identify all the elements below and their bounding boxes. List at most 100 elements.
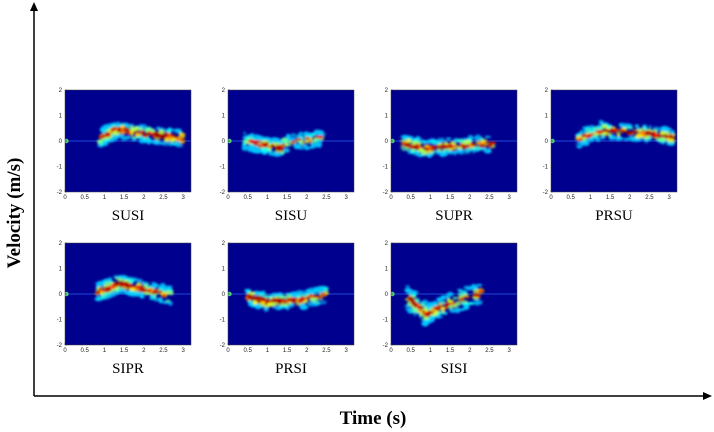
signal-layer — [228, 285, 354, 312]
energy-point — [453, 304, 458, 308]
energy-point — [162, 141, 170, 146]
energy-point — [414, 150, 419, 155]
energy-point — [106, 294, 113, 299]
energy-peak — [282, 301, 288, 304]
x-tick-label: 2 — [305, 195, 309, 201]
energy-point — [607, 124, 613, 129]
energy-peak — [619, 129, 625, 132]
energy-peak — [124, 129, 128, 132]
energy-peak — [291, 140, 295, 144]
segment-2 — [422, 297, 446, 324]
energy-point — [668, 138, 676, 142]
energy-point — [266, 295, 272, 298]
panel-axes: 210-1-20 0.5 1 1.5 2 2.5 3 — [383, 88, 518, 201]
energy-peak — [307, 140, 312, 144]
energy-point — [451, 142, 457, 146]
energy-point — [410, 290, 419, 295]
energy-peak — [105, 288, 109, 292]
y-tick-label: -1 — [220, 318, 226, 324]
energy-point — [276, 293, 283, 296]
energy-point — [285, 306, 290, 310]
segment-1 — [399, 134, 430, 158]
energy-point — [429, 304, 434, 308]
energy-point — [471, 148, 476, 154]
energy-peak — [659, 134, 665, 138]
panel-axes: 210-1-20 0.5 1 1.5 2 2.5 3 — [57, 88, 192, 201]
energy-peak — [125, 285, 129, 288]
y-tick-label: 1 — [59, 267, 63, 273]
energy-peak — [279, 146, 285, 149]
x-tick-label: 0.5 — [244, 195, 253, 201]
panel-axes: 210-1-20 0.5 1 1.5 2 2.5 3 — [220, 241, 355, 354]
energy-peak — [256, 296, 262, 299]
energy-point — [255, 137, 259, 141]
energy-point — [270, 302, 278, 307]
energy-point — [158, 298, 163, 303]
energy-point — [628, 135, 634, 141]
energy-point — [242, 147, 250, 152]
energy-point — [146, 292, 153, 295]
energy-point — [413, 314, 417, 316]
energy-point — [316, 143, 322, 149]
energy-point — [151, 281, 155, 286]
energy-point — [411, 307, 415, 311]
energy-point — [430, 140, 436, 145]
energy-point — [615, 136, 624, 140]
x-tick-label: 1.5 — [446, 195, 455, 201]
energy-point — [450, 302, 457, 305]
energy-peak — [262, 297, 266, 300]
energy-point — [297, 294, 301, 298]
y-tick-label: 0 — [385, 292, 389, 298]
energy-point — [427, 140, 432, 144]
energy-point — [460, 290, 467, 294]
energy-point — [636, 129, 640, 132]
energy-point — [279, 295, 286, 299]
energy-point — [405, 285, 410, 288]
energy-peak — [626, 131, 631, 134]
segment-3 — [296, 285, 329, 310]
energy-peak — [98, 287, 102, 291]
energy-point — [144, 137, 149, 141]
energy-peak — [116, 129, 122, 133]
segment-2 — [112, 121, 154, 145]
energy-point — [268, 151, 272, 157]
energy-point — [585, 137, 593, 141]
energy-point — [475, 148, 479, 152]
x-tick-label: 0.5 — [244, 348, 253, 354]
energy-peak — [305, 137, 311, 140]
energy-point — [600, 124, 609, 129]
energy-point — [453, 150, 457, 156]
y-axis-label: Velocity (m/s) — [4, 158, 25, 269]
x-tick-label: 2.5 — [159, 195, 168, 201]
energy-point — [457, 288, 463, 292]
energy-point — [478, 283, 482, 287]
energy-peak — [651, 135, 655, 138]
energy-point — [121, 289, 126, 294]
energy-peak — [430, 145, 434, 148]
energy-peak — [250, 297, 254, 301]
energy-point — [443, 311, 448, 315]
segment-3 — [148, 126, 186, 148]
energy-point — [132, 139, 137, 141]
energy-point — [623, 137, 630, 141]
energy-point — [445, 137, 452, 141]
energy-point — [608, 136, 616, 141]
energy-point — [463, 285, 472, 290]
energy-peak — [490, 142, 496, 145]
energy-peak — [270, 144, 275, 148]
energy-point — [157, 129, 165, 134]
energy-point — [316, 302, 322, 305]
energy-point — [473, 299, 480, 302]
panel-label: PRSU — [595, 208, 633, 224]
x-tick-label: 2 — [468, 348, 472, 354]
signal-layer — [228, 129, 354, 157]
energy-point — [406, 288, 413, 295]
y-tick-label: -2 — [220, 343, 226, 349]
x-tick-label: 1 — [103, 348, 107, 354]
x-tick-label: 0 — [63, 195, 67, 201]
energy-point — [164, 301, 170, 305]
energy-point — [137, 135, 144, 139]
